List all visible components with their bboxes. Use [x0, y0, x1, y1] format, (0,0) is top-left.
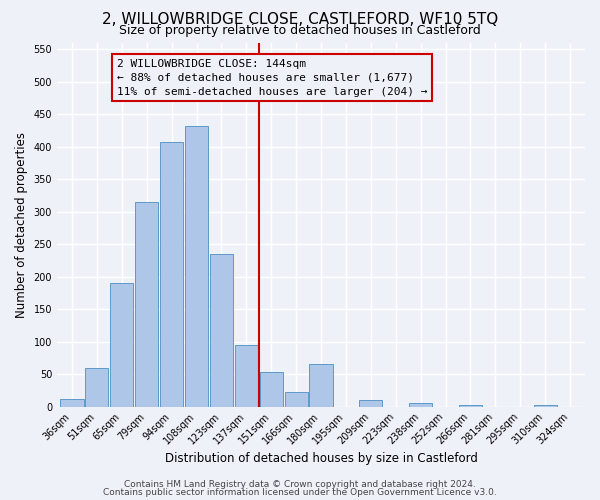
- Bar: [210, 254, 233, 406]
- Bar: [61, 399, 83, 406]
- Bar: [310, 364, 332, 406]
- Y-axis label: Number of detached properties: Number of detached properties: [15, 132, 28, 318]
- Bar: [185, 126, 208, 406]
- Bar: [160, 142, 183, 406]
- Text: Contains HM Land Registry data © Crown copyright and database right 2024.: Contains HM Land Registry data © Crown c…: [124, 480, 476, 489]
- X-axis label: Distribution of detached houses by size in Castleford: Distribution of detached houses by size …: [164, 452, 478, 465]
- Bar: [260, 372, 283, 406]
- Bar: [135, 202, 158, 406]
- Text: Size of property relative to detached houses in Castleford: Size of property relative to detached ho…: [119, 24, 481, 37]
- Bar: [459, 404, 482, 406]
- Bar: [533, 404, 557, 406]
- Bar: [359, 400, 382, 406]
- Bar: [284, 392, 308, 406]
- Bar: [85, 368, 109, 406]
- Bar: [235, 345, 258, 406]
- Text: 2, WILLOWBRIDGE CLOSE, CASTLEFORD, WF10 5TQ: 2, WILLOWBRIDGE CLOSE, CASTLEFORD, WF10 …: [102, 12, 498, 28]
- Bar: [409, 404, 432, 406]
- Text: 2 WILLOWBRIDGE CLOSE: 144sqm
← 88% of detached houses are smaller (1,677)
11% of: 2 WILLOWBRIDGE CLOSE: 144sqm ← 88% of de…: [117, 59, 427, 97]
- Text: Contains public sector information licensed under the Open Government Licence v3: Contains public sector information licen…: [103, 488, 497, 497]
- Bar: [110, 283, 133, 406]
